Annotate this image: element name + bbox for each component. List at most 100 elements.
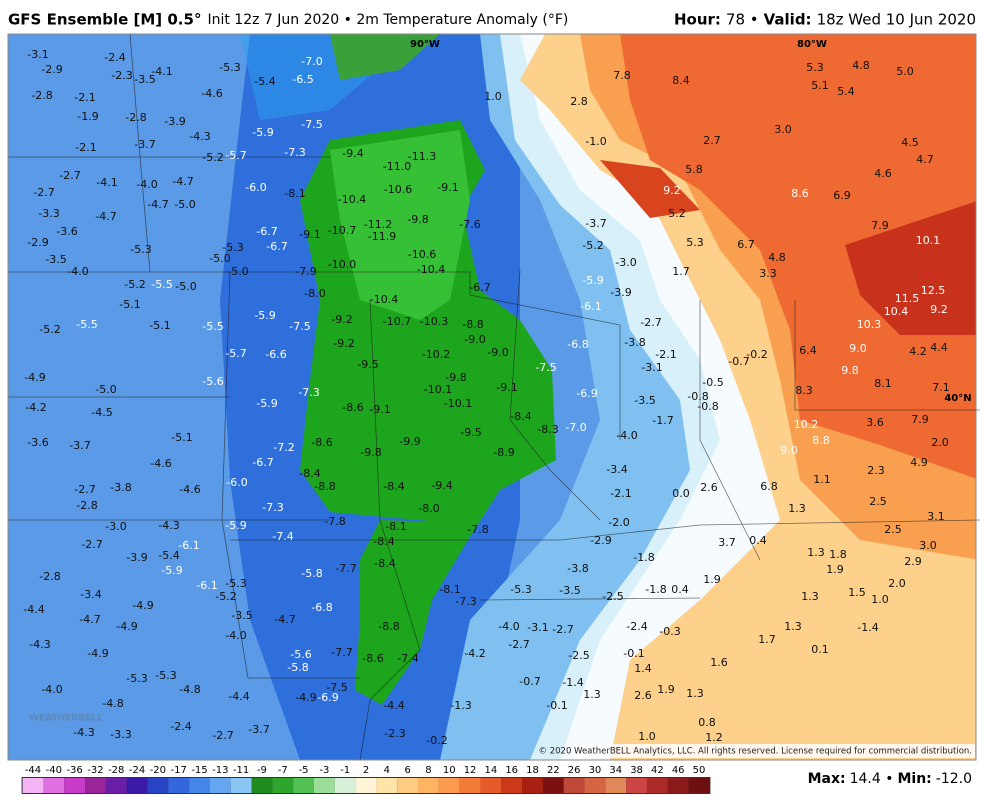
- colorbar-swatch: [646, 778, 668, 793]
- anomaly-label: 5.8: [685, 163, 703, 176]
- hour-value: 78 •: [726, 11, 759, 29]
- anomaly-label: -3.8: [567, 562, 588, 575]
- anomaly-label: -3.7: [134, 138, 155, 151]
- colorbar-swatch: [230, 778, 252, 793]
- anomaly-label: 4.9: [910, 456, 928, 469]
- anomaly-label: -2.1: [75, 141, 96, 154]
- anomaly-label: -4.3: [73, 726, 94, 739]
- anomaly-label: -5.0: [174, 198, 195, 211]
- anomaly-label: -3.1: [641, 361, 662, 374]
- anomaly-label: -5.2: [202, 151, 223, 164]
- colorbar-tick-label: -7: [278, 765, 288, 776]
- colorbar-swatch: [189, 778, 210, 793]
- anomaly-label: -0.3: [659, 625, 680, 638]
- anomaly-label: 1.6: [710, 656, 728, 669]
- colorbar-tick-label: 2: [363, 765, 369, 776]
- anomaly-label: -3.5: [45, 253, 66, 266]
- max-value: 14.4 •: [850, 771, 894, 787]
- colorbar-swatch: [501, 778, 523, 793]
- anomaly-label: -7.5: [301, 118, 322, 131]
- anomaly-label: -10.6: [408, 248, 436, 261]
- anomaly-label: -5.2: [582, 239, 603, 252]
- valid-label: Valid:: [764, 11, 812, 29]
- anomaly-label: -2.3: [111, 69, 132, 82]
- colorbar-tick-label: -17: [171, 765, 187, 776]
- anomaly-label: -9.2: [333, 337, 354, 350]
- anomaly-label: 1.5: [848, 586, 866, 599]
- anomaly-label: 0.4: [671, 583, 689, 596]
- anomaly-label: 8.6: [791, 187, 809, 200]
- anomaly-label: -0.7: [519, 675, 540, 688]
- anomaly-label: -4.4: [23, 603, 44, 616]
- anomaly-label: -10.4: [338, 193, 366, 206]
- anomaly-label: -7.0: [565, 421, 586, 434]
- anomaly-label: 1.2: [705, 731, 723, 744]
- anomaly-label: 10.4: [884, 305, 909, 318]
- anomaly-label: -3.9: [610, 286, 631, 299]
- anomaly-label: -3.9: [126, 551, 147, 564]
- model-title: GFS Ensemble [M] 0.5°: [8, 11, 201, 29]
- anomaly-label: -7.7: [331, 646, 352, 659]
- colorbar-tick-label: -1: [340, 765, 350, 776]
- anomaly-label: -2.8: [76, 499, 97, 512]
- anomaly-label: 9.0: [780, 444, 798, 457]
- colorbar-tick-label: -3: [319, 765, 329, 776]
- colorbar-swatch: [605, 778, 627, 793]
- anomaly-label: -4.4: [228, 690, 249, 703]
- colorbar-tick-label: -15: [191, 765, 207, 776]
- anomaly-label: -8.4: [373, 535, 394, 548]
- anomaly-label: -3.4: [606, 463, 627, 476]
- anomaly-label: 2.7: [703, 134, 721, 147]
- anomaly-label: -9.0: [464, 333, 485, 346]
- anomaly-label: -7.9: [295, 265, 316, 278]
- anomaly-label: -3.0: [105, 520, 126, 533]
- anomaly-label: -2.9: [590, 534, 611, 547]
- anomaly-label: 2.8: [570, 95, 588, 108]
- colorbar-tick-label: 12: [464, 765, 477, 776]
- anomaly-label: -6.9: [576, 387, 597, 400]
- colorbar-swatch: [355, 778, 377, 793]
- colorbar-tick-label: 8: [425, 765, 431, 776]
- anomaly-label: -10.0: [328, 258, 356, 271]
- colorbar-swatch: [168, 778, 190, 793]
- anomaly-label: -5.0: [175, 280, 196, 293]
- footer-right: Max: 14.4 • Min: -12.0: [808, 771, 972, 787]
- anomaly-label: -5.1: [171, 431, 192, 444]
- colorbar-tick-label: -24: [129, 765, 145, 776]
- anomaly-label: 3.6: [866, 416, 884, 429]
- colorbar-tick-label: 38: [630, 765, 643, 776]
- anomaly-label: 2.0: [888, 577, 906, 590]
- colorbar-swatch: [105, 778, 127, 793]
- anomaly-label: -4.8: [102, 697, 123, 710]
- anomaly-label: -10.4: [370, 293, 398, 306]
- anomaly-label: -2.7: [508, 638, 529, 651]
- anomaly-label: -5.3: [219, 61, 240, 74]
- anomaly-label: -2.8: [31, 89, 52, 102]
- anomaly-label: 2.5: [884, 523, 902, 536]
- anomaly-label: 2.0: [931, 436, 949, 449]
- anomaly-label: -5.8: [301, 567, 322, 580]
- anomaly-label: -5.4: [158, 549, 179, 562]
- anomaly-label: -5.1: [119, 298, 140, 311]
- anomaly-label: -5.9: [254, 309, 275, 322]
- anomaly-label: -4.9: [132, 599, 153, 612]
- anomaly-label: -7.5: [289, 320, 310, 333]
- anomaly-label: -8.3: [537, 423, 558, 436]
- anomaly-label: -3.1: [527, 621, 548, 634]
- anomaly-label: 1.3: [583, 688, 601, 701]
- anomaly-label: -2.0: [608, 516, 629, 529]
- colorbar-swatch: [418, 778, 439, 793]
- colorbar-swatch: [563, 778, 585, 793]
- colorbar-tick-label: 50: [693, 765, 706, 776]
- anomaly-label: -10.4: [417, 263, 445, 276]
- colorbar-swatch: [438, 778, 460, 793]
- anomaly-label: -4.7: [274, 613, 295, 626]
- max-label: Max:: [808, 771, 846, 787]
- anomaly-label: -10.7: [383, 315, 411, 328]
- anomaly-label: -6.9: [317, 691, 338, 704]
- anomaly-label: -3.8: [110, 481, 131, 494]
- anomaly-label: 1.8: [829, 548, 847, 561]
- anomaly-label: -9.1: [496, 381, 517, 394]
- anomaly-label: -5.9: [256, 397, 277, 410]
